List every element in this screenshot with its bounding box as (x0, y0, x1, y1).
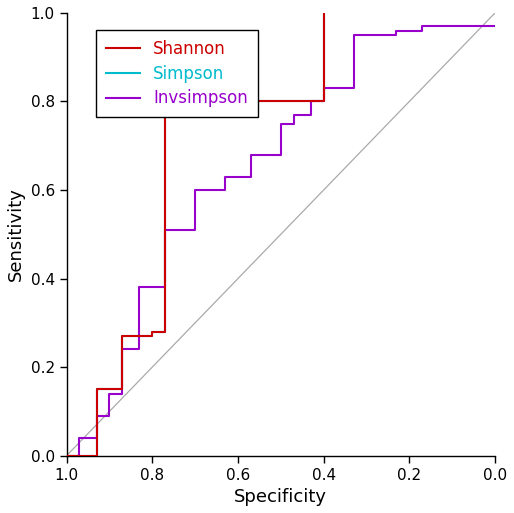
Legend: Shannon, Simpson, Invsimpson: Shannon, Simpson, Invsimpson (96, 30, 258, 117)
X-axis label: Specificity: Specificity (234, 488, 327, 506)
Y-axis label: Sensitivity: Sensitivity (7, 187, 25, 281)
